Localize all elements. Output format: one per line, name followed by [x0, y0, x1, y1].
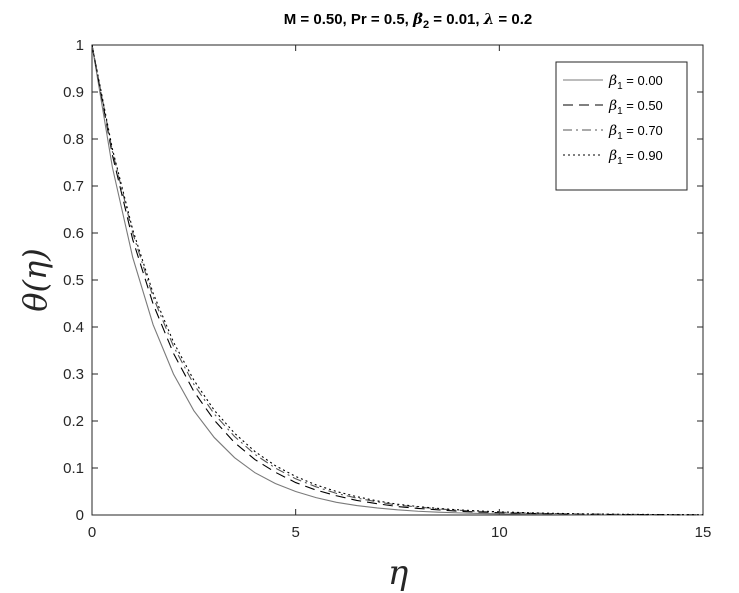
legend-beta-symbol-2: β: [608, 123, 617, 139]
legend-value-0: = 0.00: [623, 73, 663, 88]
legend-beta-subscript-1: 1: [617, 106, 623, 117]
legend-beta-symbol-3: β: [608, 148, 617, 164]
legend-beta-symbol-1: β: [608, 98, 617, 114]
legend-value-3: = 0.90: [623, 148, 663, 163]
legend-box: [555, 61, 688, 191]
title-middle: = 0.01,: [429, 11, 484, 28]
legend-label-1: β1 = 0.50: [608, 98, 663, 117]
x-axis-label: η: [388, 553, 409, 593]
x-tick-label-0: 0: [88, 524, 96, 541]
legend-beta-symbol-0: β: [608, 73, 617, 89]
x-tick-label-3: 15: [695, 524, 712, 541]
legend-value-2: = 0.70: [623, 123, 663, 138]
y-tick-label-3: 0.3: [63, 366, 84, 383]
legend-beta-subscript-0: 1: [617, 81, 623, 92]
y-tick-label-5: 0.5: [63, 272, 84, 289]
x-tick-label-1: 5: [291, 524, 299, 541]
y-axis-ticks: 0 0.1 0.2 0.3 0.4 0.5 0.6 0.7 0.8 0.9 1: [63, 37, 703, 524]
legend-beta-subscript-2: 1: [617, 131, 623, 142]
y-tick-label-9: 0.9: [63, 84, 84, 101]
y-tick-label-1: 0.1: [63, 460, 84, 477]
y-tick-label-10: 1: [76, 37, 84, 54]
series-line-3: [91, 44, 704, 516]
y-tick-label-7: 0.7: [63, 178, 84, 195]
legend-label-3: β1 = 0.90: [608, 148, 663, 167]
chart-title: M = 0.50, Pr = 0.5, β2 = 0.01, λ = 0.2: [284, 10, 532, 31]
legend-label-0: β1 = 0.00: [608, 73, 663, 92]
y-tick-label-6: 0.6: [63, 225, 84, 242]
title-beta-symbol: β: [412, 10, 423, 28]
y-tick-label-8: 0.8: [63, 131, 84, 148]
title-suffix: = 0.2: [494, 11, 532, 28]
legend-value-1: = 0.50: [623, 98, 663, 113]
x-tick-label-2: 10: [491, 524, 508, 541]
y-tick-label-4: 0.4: [63, 319, 84, 336]
y-tick-label-2: 0.2: [63, 413, 84, 430]
series-layer: [91, 44, 704, 516]
legend-label-2: β1 = 0.70: [608, 123, 663, 142]
title-beta-subscript: 2: [423, 19, 429, 31]
legend-beta-subscript-3: 1: [617, 156, 623, 167]
title-prefix: M = 0.50, Pr = 0.5,: [284, 11, 413, 28]
series-line-0: [91, 44, 704, 516]
y-tick-label-0: 0: [76, 507, 84, 524]
y-axis-label: θ(η): [16, 248, 54, 311]
title-lambda-symbol: λ: [483, 10, 495, 28]
series-line-1: [91, 44, 704, 516]
